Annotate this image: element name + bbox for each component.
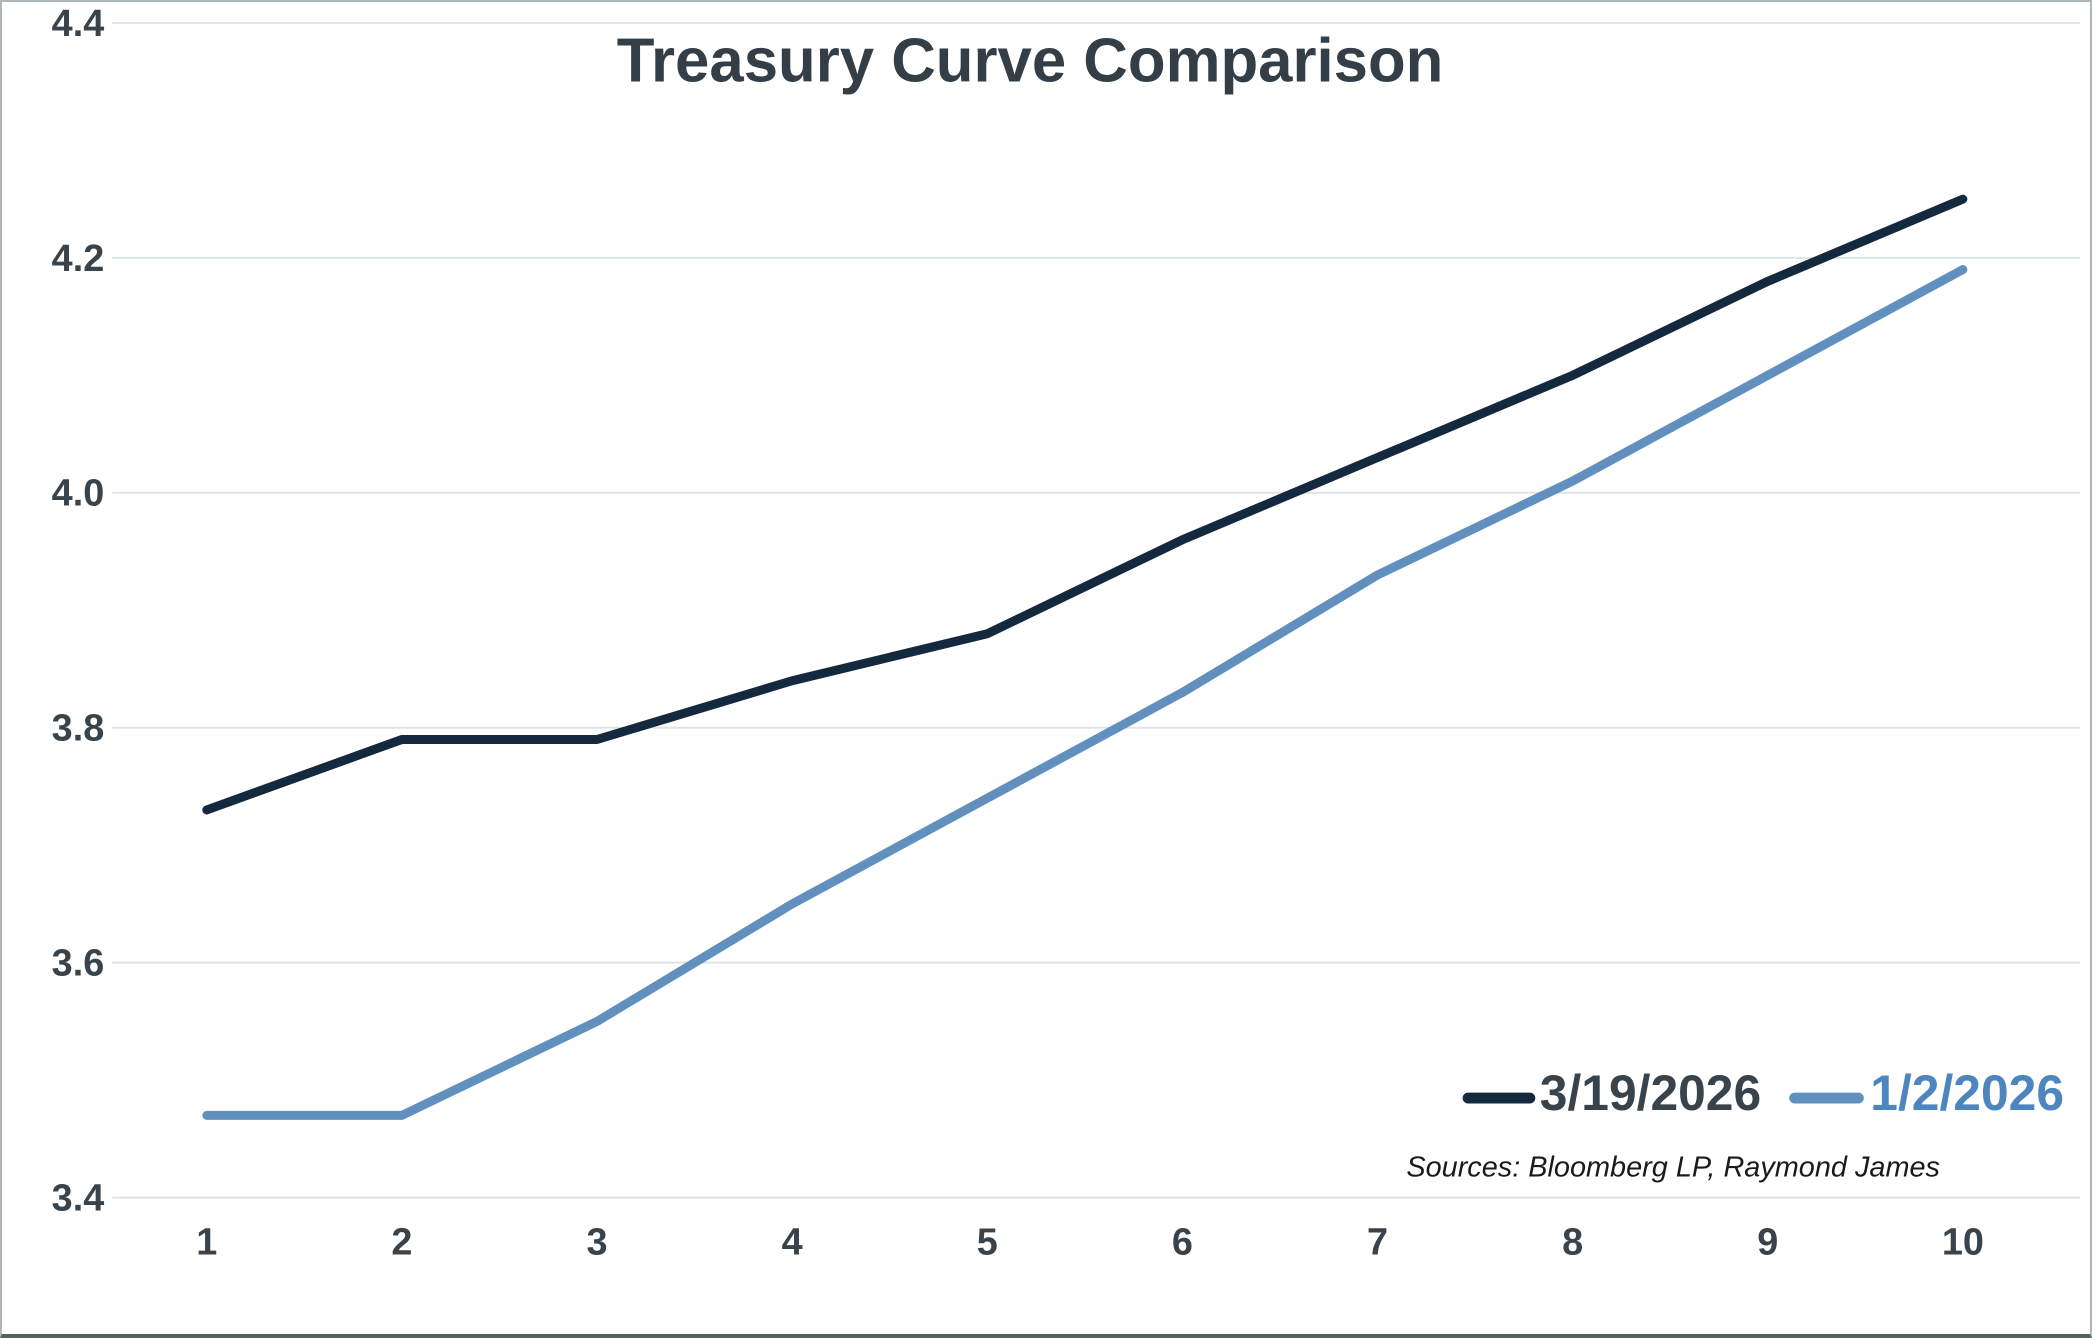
x-tick-label: 10 [1942, 1221, 1984, 1263]
x-tick-label: 5 [977, 1221, 998, 1263]
series-line-1-2-2026 [202, 265, 1968, 1120]
x-tick-label: 7 [1367, 1221, 1388, 1263]
chart-title: Treasury Curve Comparison [617, 27, 1444, 96]
x-tick-label: 6 [1172, 1221, 1193, 1263]
y-tick-label: 3.8 [52, 708, 105, 750]
legend-label-3-19-2026: 3/19/2026 [1540, 1065, 1761, 1121]
y-tick-label: 3.6 [52, 943, 105, 985]
x-tick-label: 3 [587, 1221, 608, 1263]
x-axis-tick-labels: 1 2 3 4 5 6 7 8 9 10 [196, 1221, 1984, 1263]
y-axis-tick-labels: 3.4 3.6 3.8 4.0 4.2 4.4 [52, 3, 105, 1220]
y-tick-label: 3.4 [52, 1178, 105, 1220]
series-lines [202, 194, 1968, 1120]
y-tick-label: 4.0 [52, 473, 105, 515]
x-tick-label: 4 [782, 1221, 803, 1263]
x-tick-label: 8 [1562, 1221, 1583, 1263]
sources-note: Sources: Bloomberg LP, Raymond James [1406, 1152, 1940, 1184]
x-tick-label: 9 [1757, 1221, 1778, 1263]
series-line-3-19-2026 [202, 194, 1968, 815]
legend: 3/19/2026 1/2/2026 [1462, 1065, 2064, 1121]
legend-label-1-2-2026: 1/2/2026 [1870, 1065, 2064, 1121]
y-tick-label: 4.4 [52, 3, 105, 45]
x-tick-label: 2 [391, 1221, 412, 1263]
gridlines [112, 21, 2081, 1199]
x-tick-label: 1 [196, 1221, 217, 1263]
y-tick-label: 4.2 [52, 238, 105, 280]
